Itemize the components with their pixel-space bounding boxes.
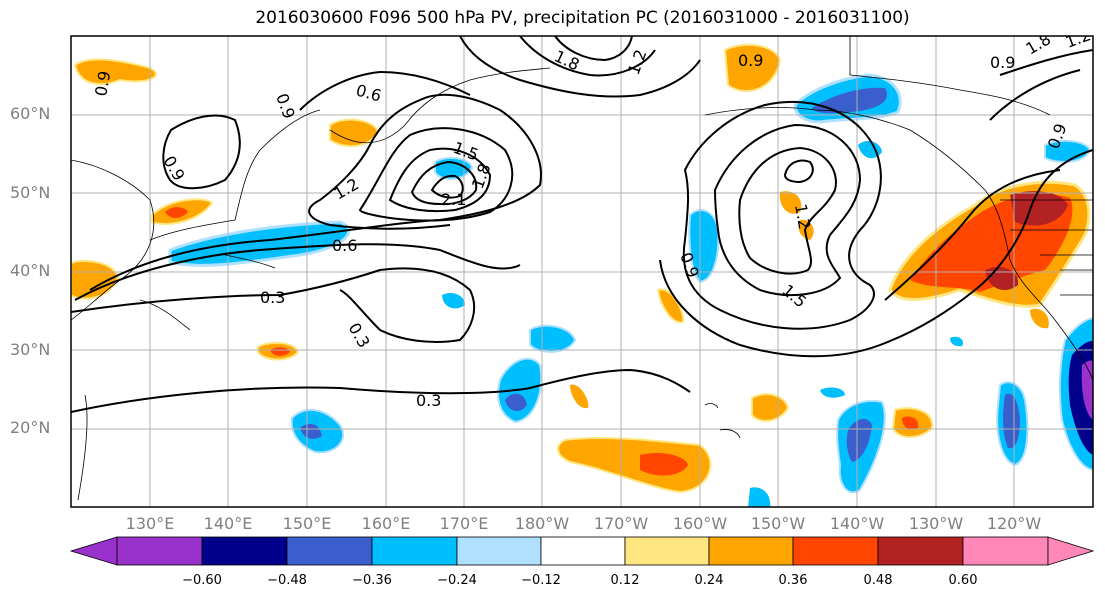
svg-text:0.3: 0.3 <box>345 320 374 352</box>
svg-text:2.1: 2.1 <box>441 190 466 209</box>
coastlines <box>71 36 1093 501</box>
lon-label-170e: 170°E <box>439 514 489 533</box>
lon-label-150w: 150°W <box>750 514 806 533</box>
lon-label-180w: 180°W <box>514 514 570 533</box>
svg-text:0.6: 0.6 <box>354 81 384 106</box>
lat-label-20n: 20°N <box>10 418 51 437</box>
colorbar-tick: −0.60 <box>182 573 222 588</box>
colorbar-tick: 0.60 <box>948 573 978 588</box>
lat-label-60n: 60°N <box>10 104 51 123</box>
lat-label-50n: 50°N <box>10 183 51 202</box>
svg-text:0.3: 0.3 <box>260 288 285 307</box>
lon-label-150e: 150°E <box>282 514 332 533</box>
svg-text:1.2: 1.2 <box>791 202 814 230</box>
colorbar-tick: 0.48 <box>863 573 893 588</box>
svg-text:0.9: 0.9 <box>91 69 114 97</box>
svg-text:0.9: 0.9 <box>272 91 299 121</box>
svg-text:0.6: 0.6 <box>332 236 357 255</box>
colorbar-tick: 0.24 <box>694 573 724 588</box>
colorbar <box>69 536 1095 566</box>
svg-text:1.2: 1.2 <box>624 47 651 77</box>
contour-labels: 0.9 0.6 0.9 0.9 1.2 1.5 1.8 2.1 0.6 0.3 … <box>91 25 1093 410</box>
colorbar-tick: 0.36 <box>778 573 808 588</box>
colorbar-tick: −0.48 <box>267 573 307 588</box>
map-frame <box>70 35 1094 508</box>
pv-contours <box>71 36 1093 413</box>
lat-label-40n: 40°N <box>10 261 51 280</box>
svg-text:0.9: 0.9 <box>738 51 763 70</box>
precip-shading <box>71 43 1093 507</box>
lon-label-170w: 170°W <box>593 514 649 533</box>
svg-text:1.8: 1.8 <box>1023 29 1055 58</box>
map-gridlines <box>71 36 1093 507</box>
colorbar-tick: 0.12 <box>610 573 640 588</box>
colorbar-tick: −0.12 <box>521 573 561 588</box>
lat-label-30n: 30°N <box>10 340 51 359</box>
svg-text:0.3: 0.3 <box>416 391 441 410</box>
svg-text:1.2: 1.2 <box>1063 25 1093 52</box>
colorbar-tick: −0.24 <box>437 573 477 588</box>
lon-label-160w: 160°W <box>672 514 728 533</box>
lon-label-140e: 140°E <box>203 514 253 533</box>
svg-text:1.5: 1.5 <box>778 281 810 312</box>
colorbar-extend-max <box>1047 536 1095 566</box>
colorbar-tick: −0.36 <box>352 573 392 588</box>
lon-label-130e: 130°E <box>125 514 175 533</box>
lon-label-120w: 120°W <box>986 514 1042 533</box>
svg-text:1.8: 1.8 <box>551 46 582 74</box>
lon-label-140w: 140°W <box>829 514 885 533</box>
svg-text:0.9: 0.9 <box>990 53 1015 72</box>
svg-text:1.2: 1.2 <box>331 174 363 203</box>
map-title: 2016030600 F096 500 hPa PV, precipitatio… <box>255 8 910 28</box>
colorbar-extend-min <box>69 536 118 566</box>
lon-label-130w: 130°W <box>908 514 964 533</box>
lon-label-160e: 160°E <box>361 514 411 533</box>
